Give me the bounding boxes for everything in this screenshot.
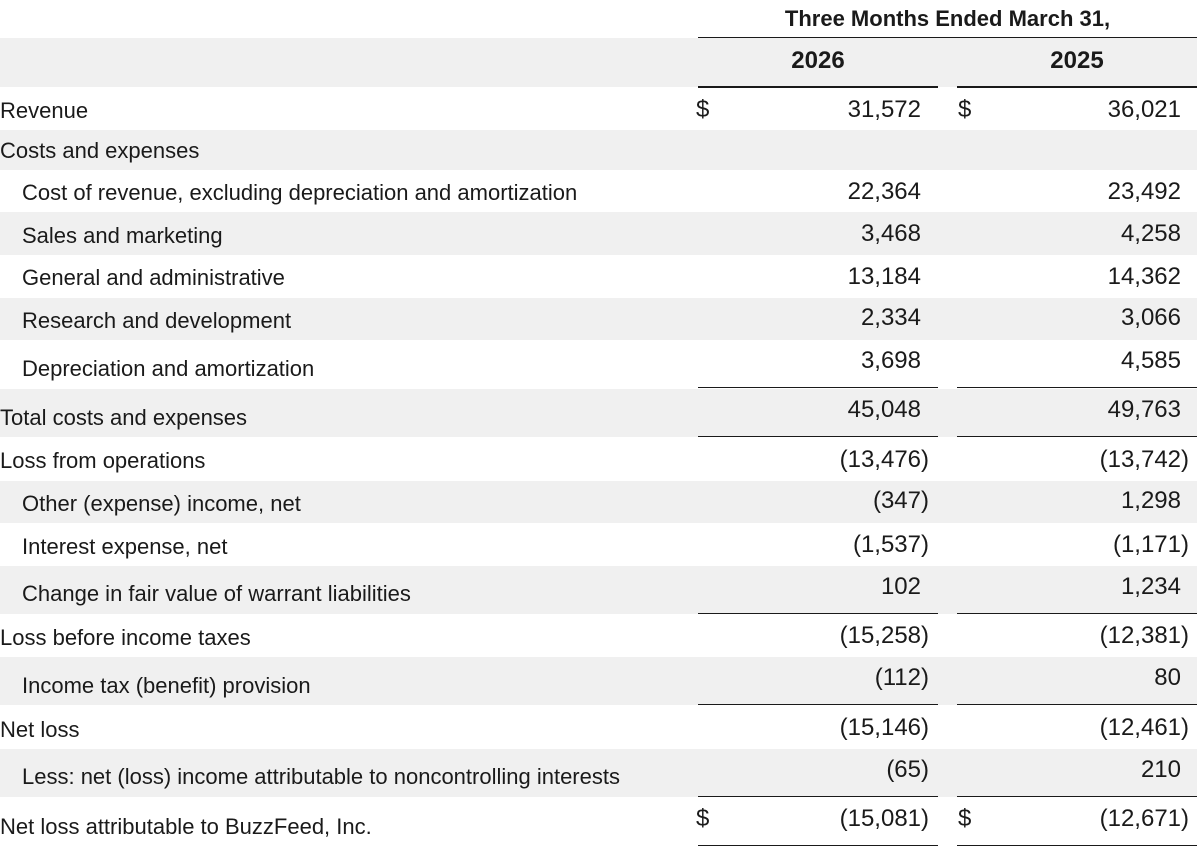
value-2025: 1,298 bbox=[1120, 487, 1181, 514]
row-label: Loss from operations bbox=[0, 448, 206, 473]
table-row: Other (expense) income, net (347) 1,298 bbox=[0, 481, 1197, 523]
value-2026: 3,468 bbox=[860, 220, 921, 247]
currency-symbol: $ bbox=[958, 805, 972, 832]
table-row: General and administrative 13,184 14,362 bbox=[0, 255, 1197, 298]
subtotal-rule bbox=[698, 613, 938, 614]
table-row: Loss from operations (13,476) (13,742) bbox=[0, 438, 1197, 481]
value-2025: 1,234 bbox=[1120, 573, 1181, 600]
table-row: Net loss (15,146) (12,461) bbox=[0, 706, 1197, 749]
subtotal-rule bbox=[698, 704, 938, 705]
row-label: Depreciation and amortization bbox=[22, 356, 315, 381]
value-2025: 80 bbox=[1154, 664, 1181, 691]
year1-underline bbox=[698, 86, 938, 88]
value-2026: 22,364 bbox=[847, 178, 921, 205]
value-2026: 31,572 bbox=[847, 96, 921, 123]
row-label: Change in fair value of warrant liabilit… bbox=[22, 581, 411, 606]
table-row: Net loss attributable to BuzzFeed, Inc. … bbox=[0, 798, 1197, 846]
value-2025: 49,763 bbox=[1107, 396, 1181, 423]
column-group-title: Three Months Ended March 31, bbox=[784, 6, 1111, 31]
table-row: Research and development 2,334 3,066 bbox=[0, 298, 1197, 340]
row-label: Revenue bbox=[0, 98, 89, 123]
value-2026: (65) bbox=[886, 756, 929, 783]
row-label: Cost of revenue, excluding depreciation … bbox=[22, 180, 578, 205]
row-label: Total costs and expenses bbox=[0, 405, 248, 430]
subtotal-rule bbox=[957, 387, 1197, 388]
table-row: Change in fair value of warrant liabilit… bbox=[0, 566, 1197, 614]
value-2026: 45,048 bbox=[847, 396, 921, 423]
subtotal-rule bbox=[957, 796, 1197, 797]
table-row: Cost of revenue, excluding depreciation … bbox=[0, 170, 1197, 212]
row-label: Net loss bbox=[0, 717, 80, 742]
currency-symbol: $ bbox=[958, 96, 972, 123]
table-row: Less: net (loss) income attributable to … bbox=[0, 749, 1197, 797]
row-label: Research and development bbox=[22, 308, 292, 333]
subtotal-rule bbox=[957, 613, 1197, 614]
value-2026: (15,146) bbox=[839, 714, 929, 741]
row-label: Sales and marketing bbox=[22, 223, 223, 248]
row-label: Less: net (loss) income attributable to … bbox=[22, 764, 620, 789]
value-2026: (15,081) bbox=[839, 805, 929, 832]
value-2025: 210 bbox=[1140, 756, 1181, 783]
value-2026: (112) bbox=[874, 664, 929, 691]
table-row: Sales and marketing 3,468 4,258 bbox=[0, 212, 1197, 255]
row-label: General and administrative bbox=[22, 265, 285, 290]
table-row: Income tax (benefit) provision (112) 80 bbox=[0, 657, 1197, 705]
table-row: Loss before income taxes (15,258) (12,38… bbox=[0, 615, 1197, 657]
currency-symbol: $ bbox=[696, 96, 710, 123]
table-row: Depreciation and amortization 3,698 4,58… bbox=[0, 340, 1197, 388]
value-2026: 13,184 bbox=[847, 263, 921, 290]
value-2026: 102 bbox=[880, 573, 921, 600]
value-2026: (15,258) bbox=[839, 622, 929, 649]
table-row: Costs and expenses bbox=[0, 130, 1197, 170]
value-2025: 3,066 bbox=[1120, 304, 1181, 331]
value-2025: (12,461) bbox=[1099, 714, 1189, 741]
subtotal-rule bbox=[698, 387, 938, 388]
value-2026: (13,476) bbox=[839, 446, 929, 473]
value-2025: 14,362 bbox=[1107, 263, 1181, 290]
row-label: Other (expense) income, net bbox=[22, 491, 301, 516]
total-rule bbox=[698, 436, 938, 437]
subtotal-rule bbox=[957, 704, 1197, 705]
value-2026: (1,537) bbox=[852, 531, 929, 558]
value-2025: (13,742) bbox=[1099, 446, 1189, 473]
year-2025-header: 2025 bbox=[1050, 47, 1104, 74]
table-row: Revenue $ 31,572 $ 36,021 bbox=[0, 89, 1197, 130]
value-2025: 4,585 bbox=[1120, 347, 1181, 374]
subtotal-rule bbox=[698, 796, 938, 797]
value-2025: 4,258 bbox=[1120, 220, 1181, 247]
row-label: Interest expense, net bbox=[22, 534, 228, 559]
final-total-rule bbox=[698, 845, 938, 846]
value-2026: 2,334 bbox=[860, 304, 921, 331]
year-2026-header: 2026 bbox=[791, 47, 845, 74]
table-row: Interest expense, net (1,537) (1,171) bbox=[0, 523, 1197, 566]
value-2025: (1,171) bbox=[1112, 531, 1189, 558]
row-label: Net loss attributable to BuzzFeed, Inc. bbox=[0, 814, 372, 839]
total-rule bbox=[957, 436, 1197, 437]
row-label: Loss before income taxes bbox=[0, 625, 251, 650]
value-2025: 36,021 bbox=[1107, 96, 1181, 123]
value-2025: (12,671) bbox=[1099, 805, 1189, 832]
value-2026: 3,698 bbox=[860, 347, 921, 374]
value-2025: 23,492 bbox=[1107, 178, 1181, 205]
table-row: Total costs and expenses 45,048 49,763 bbox=[0, 389, 1197, 437]
currency-symbol: $ bbox=[696, 805, 710, 832]
header-band bbox=[0, 38, 1197, 87]
value-2025: (12,381) bbox=[1099, 622, 1189, 649]
final-total-rule bbox=[957, 845, 1197, 846]
value-2026: (347) bbox=[872, 487, 929, 514]
row-label: Income tax (benefit) provision bbox=[22, 673, 311, 698]
row-label: Costs and expenses bbox=[0, 138, 200, 163]
year2-underline bbox=[957, 86, 1197, 88]
